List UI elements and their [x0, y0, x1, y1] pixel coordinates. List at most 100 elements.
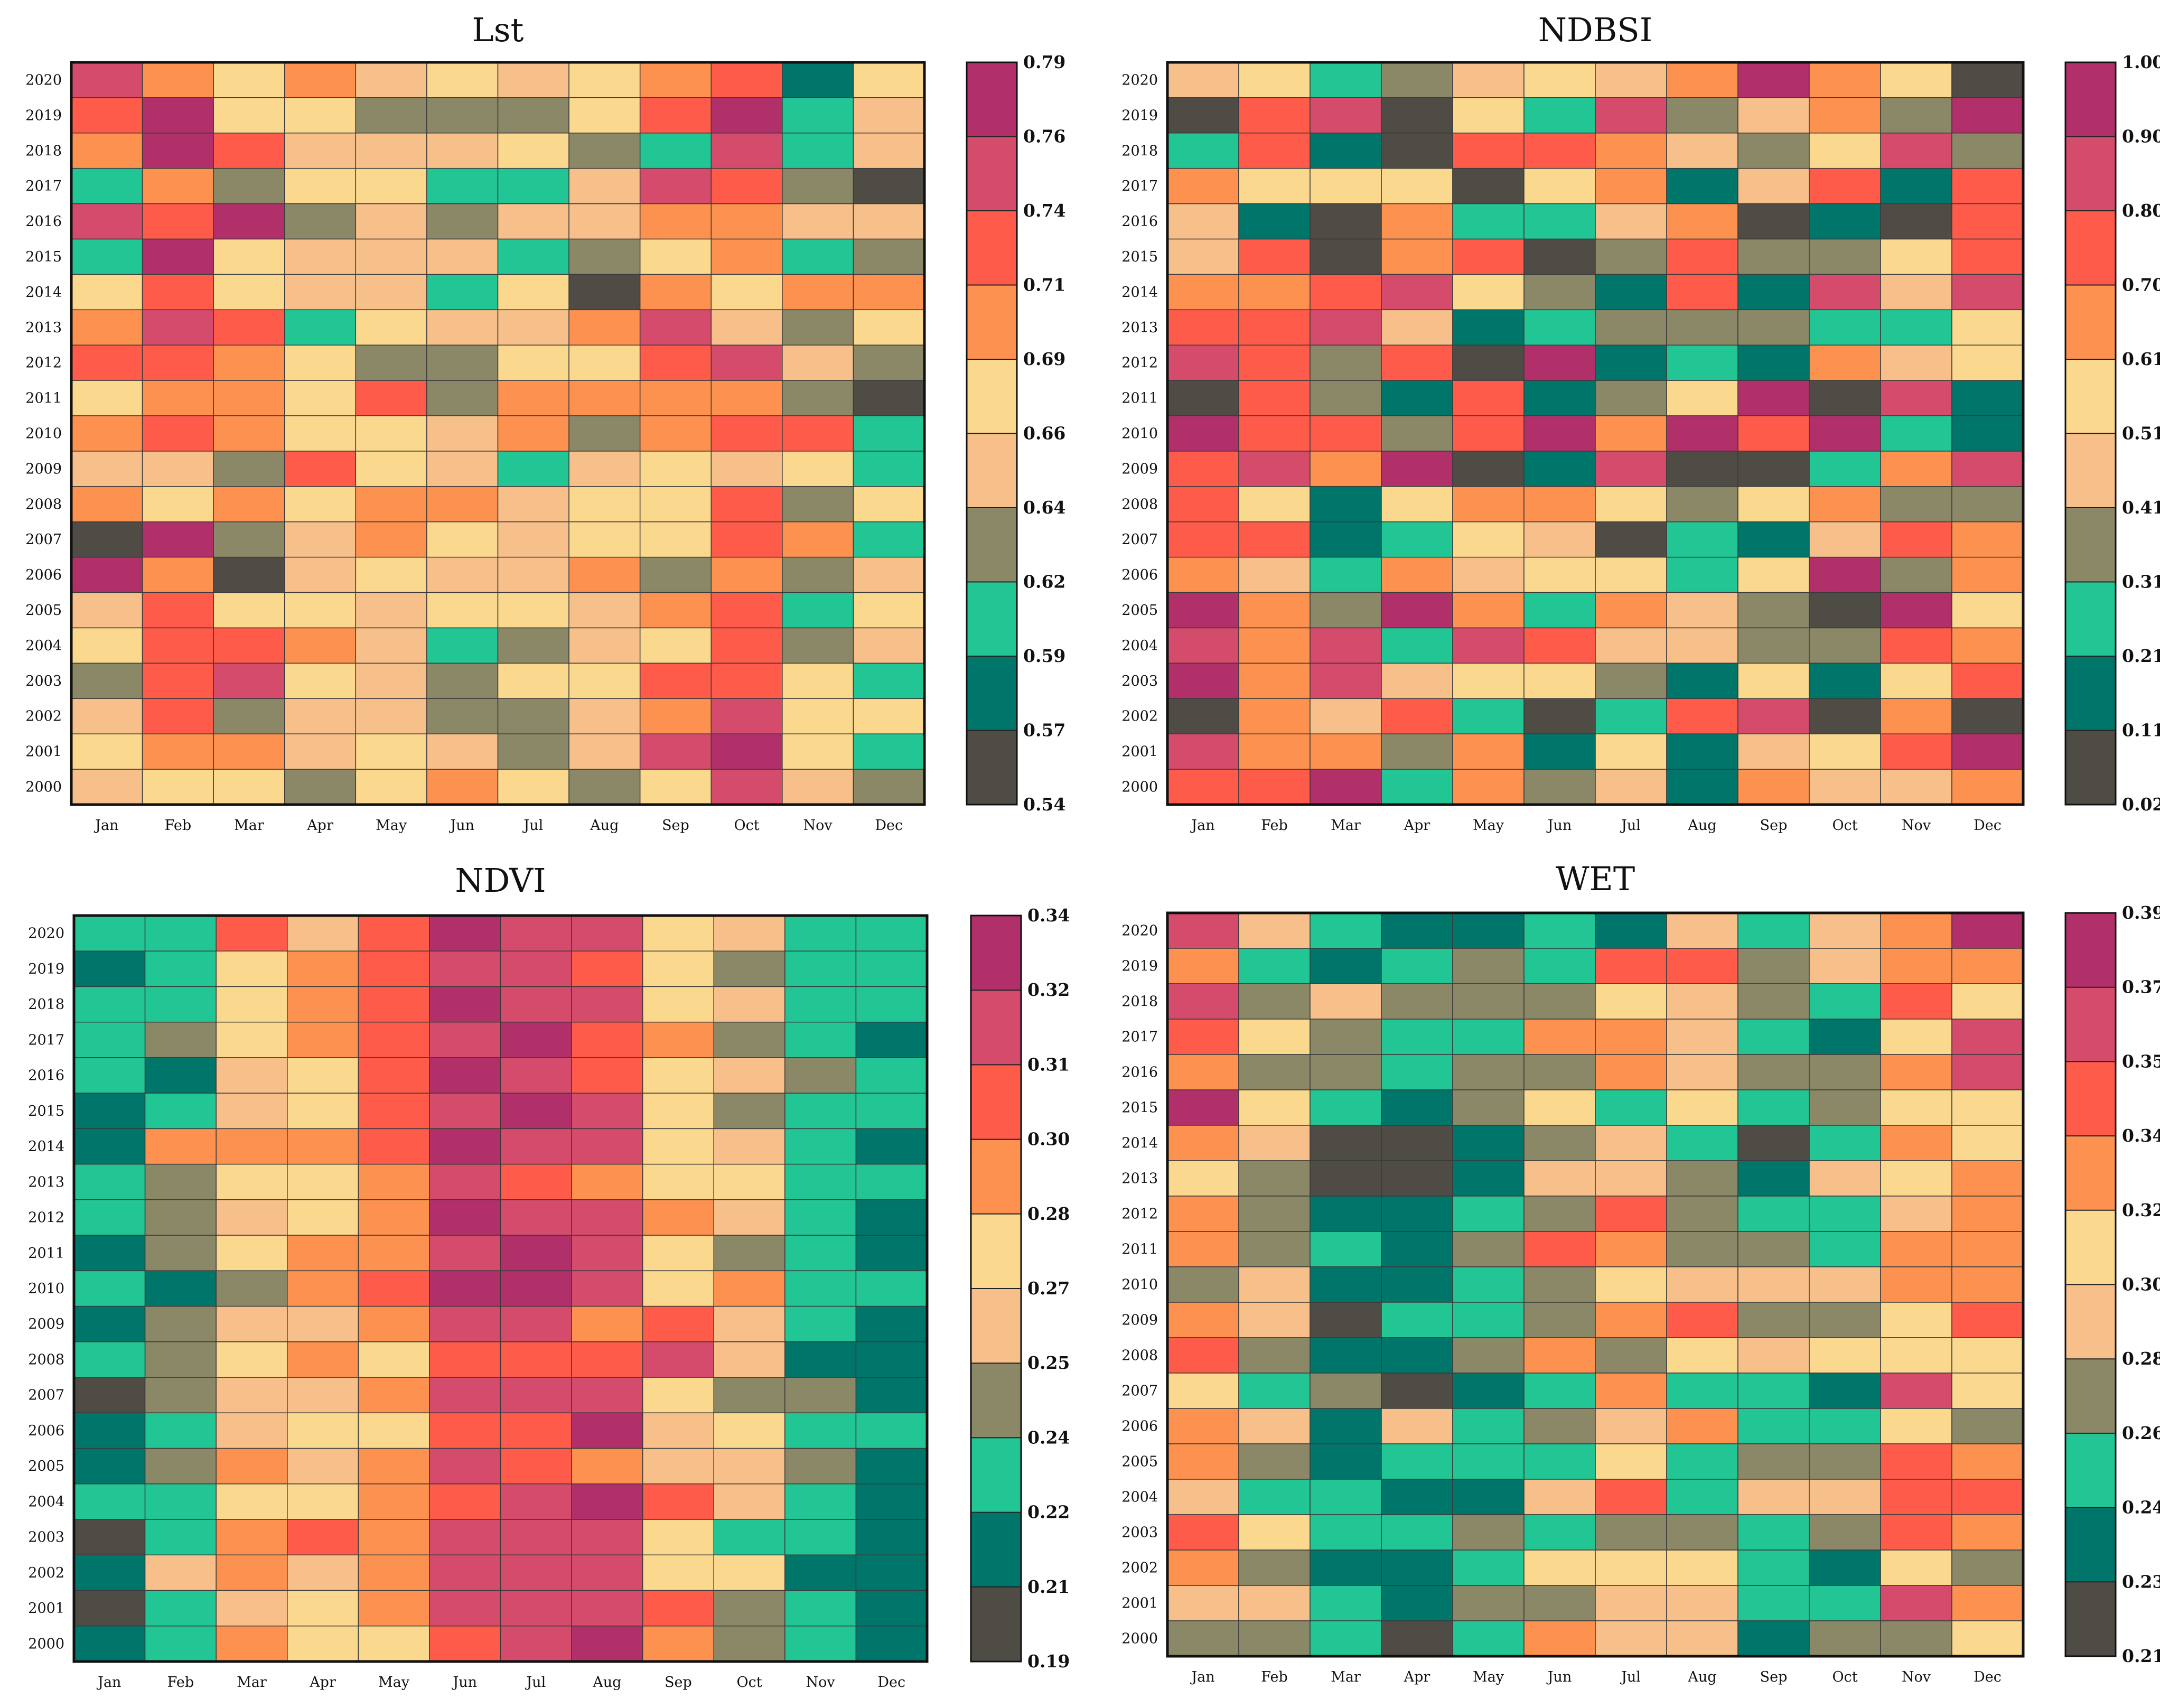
heatmap-cell: [73, 1590, 146, 1627]
heatmap-cell: [1737, 1585, 1810, 1621]
heatmap-cell: [358, 1305, 430, 1342]
heatmap-cell: [853, 344, 925, 381]
heatmap-cell: [1238, 238, 1311, 275]
heatmap-cell: [1595, 662, 1667, 699]
x-tick-label: Jan: [1190, 1669, 1214, 1685]
heatmap-cell: [1666, 698, 1738, 734]
y-tick-label: 2013: [1121, 1171, 1158, 1187]
heatmap-cell: [1666, 662, 1738, 699]
plot-frame: [70, 61, 926, 806]
heatmap-cell: [855, 1626, 928, 1662]
heatmap-cell: [1666, 486, 1738, 522]
heatmap-cell: [1737, 1514, 1810, 1551]
heatmap-cell: [639, 662, 712, 699]
heatmap-cell: [1523, 203, 1596, 240]
heatmap-cell: [1238, 415, 1311, 452]
heatmap-cell: [1238, 97, 1311, 134]
heatmap-cell: [358, 1270, 430, 1307]
heatmap-cell: [1666, 733, 1738, 770]
heatmap-cell: [782, 627, 854, 664]
colorbar-tick-label: 0.21: [2122, 1646, 2160, 1666]
heatmap-cell: [1666, 1337, 1738, 1374]
heatmap-cell: [213, 97, 285, 134]
heatmap-cell: [568, 238, 641, 275]
heatmap-cell: [571, 1093, 643, 1130]
heatmap-cell: [1737, 698, 1810, 734]
heatmap-cell: [216, 950, 288, 987]
heatmap-cell: [355, 203, 427, 240]
heatmap-cell: [1167, 203, 1239, 240]
heatmap-cell: [284, 415, 357, 452]
heatmap-cell: [1523, 912, 1596, 949]
heatmap-cell: [355, 97, 427, 134]
heatmap-cell: [642, 1199, 715, 1236]
heatmap-cell: [71, 415, 143, 452]
heatmap-cell: [855, 1554, 928, 1591]
colorbar-frame: [970, 914, 1022, 1663]
heatmap-cell: [855, 1448, 928, 1485]
heatmap-cell: [1951, 274, 2024, 311]
panel-title: NDBSI: [1538, 11, 1653, 49]
heatmap-cell: [1310, 167, 1382, 204]
heatmap-cell: [358, 1448, 430, 1485]
heatmap-cell: [1452, 238, 1525, 275]
heatmap-cell: [213, 62, 285, 98]
heatmap-cell: [568, 556, 641, 593]
heatmap-cell: [429, 986, 501, 1023]
heatmap-cell: [1523, 1054, 1596, 1090]
heatmap-cell: [1666, 1443, 1738, 1480]
heatmap-cell: [144, 1519, 217, 1556]
heatmap-cell: [1310, 1337, 1382, 1374]
y-tick-label: 2002: [1121, 1560, 1158, 1576]
heatmap-cell: [1880, 415, 1952, 452]
x-tick-label: Aug: [1687, 1669, 1716, 1685]
colorbar-tick-label: 0.62: [1023, 572, 1065, 592]
heatmap-cell: [784, 1377, 857, 1414]
heatmap-cell: [1381, 521, 1453, 558]
heatmap-cell: [782, 203, 854, 240]
heatmap-cell: [568, 274, 641, 311]
heatmap-cell: [1381, 769, 1453, 805]
heatmap-cell: [1381, 1373, 1453, 1409]
heatmap-cell: [1452, 1196, 1525, 1232]
heatmap-cell: [71, 133, 143, 169]
colorbar-tick-label: 0.31: [1027, 1054, 1070, 1075]
heatmap-cell: [1951, 769, 2024, 805]
heatmap-cell: [1951, 1054, 2024, 1090]
colorbar-segment: [2065, 211, 2116, 285]
heatmap-cell: [1880, 203, 1952, 240]
y-tick-label: 2011: [1121, 390, 1158, 407]
x-tick-label: Oct: [1832, 817, 1857, 834]
heatmap-cell: [1381, 415, 1453, 452]
heatmap-cell: [1595, 1125, 1667, 1161]
heatmap-cell: [1880, 556, 1952, 593]
heatmap-cell: [710, 133, 783, 169]
heatmap-cell: [1737, 1620, 1810, 1657]
heatmap-cell: [426, 769, 499, 805]
heatmap-cell: [500, 1163, 572, 1200]
heatmap-cell: [1880, 592, 1952, 629]
y-tick-label: 2004: [1121, 638, 1158, 654]
heatmap-cell: [1238, 1160, 1311, 1197]
heatmap-cell: [216, 1590, 288, 1627]
heatmap-cell: [429, 1093, 501, 1130]
y-tick-label: 2016: [28, 1068, 64, 1084]
heatmap-cell: [1809, 309, 1881, 346]
heatmap-cell: [1880, 97, 1952, 134]
heatmap-cell: [1452, 167, 1525, 204]
heatmap-cell: [1167, 1231, 1239, 1267]
heatmap-cell: [73, 1412, 146, 1449]
heatmap-cell: [1666, 1550, 1738, 1586]
heatmap-cell: [710, 203, 783, 240]
heatmap-cell: [426, 133, 499, 169]
heatmap-cell: [497, 733, 569, 770]
y-tick-label: 2020: [28, 926, 64, 942]
heatmap-cell: [1523, 1231, 1596, 1267]
colorbar-tick-label: 0.80: [2122, 200, 2160, 221]
heatmap-cell: [642, 1128, 715, 1165]
heatmap-cell: [1310, 556, 1382, 593]
heatmap-cell: [1666, 556, 1738, 593]
heatmap-cell: [287, 950, 359, 987]
colorbar-tick-label: 0.61: [2122, 349, 2160, 369]
